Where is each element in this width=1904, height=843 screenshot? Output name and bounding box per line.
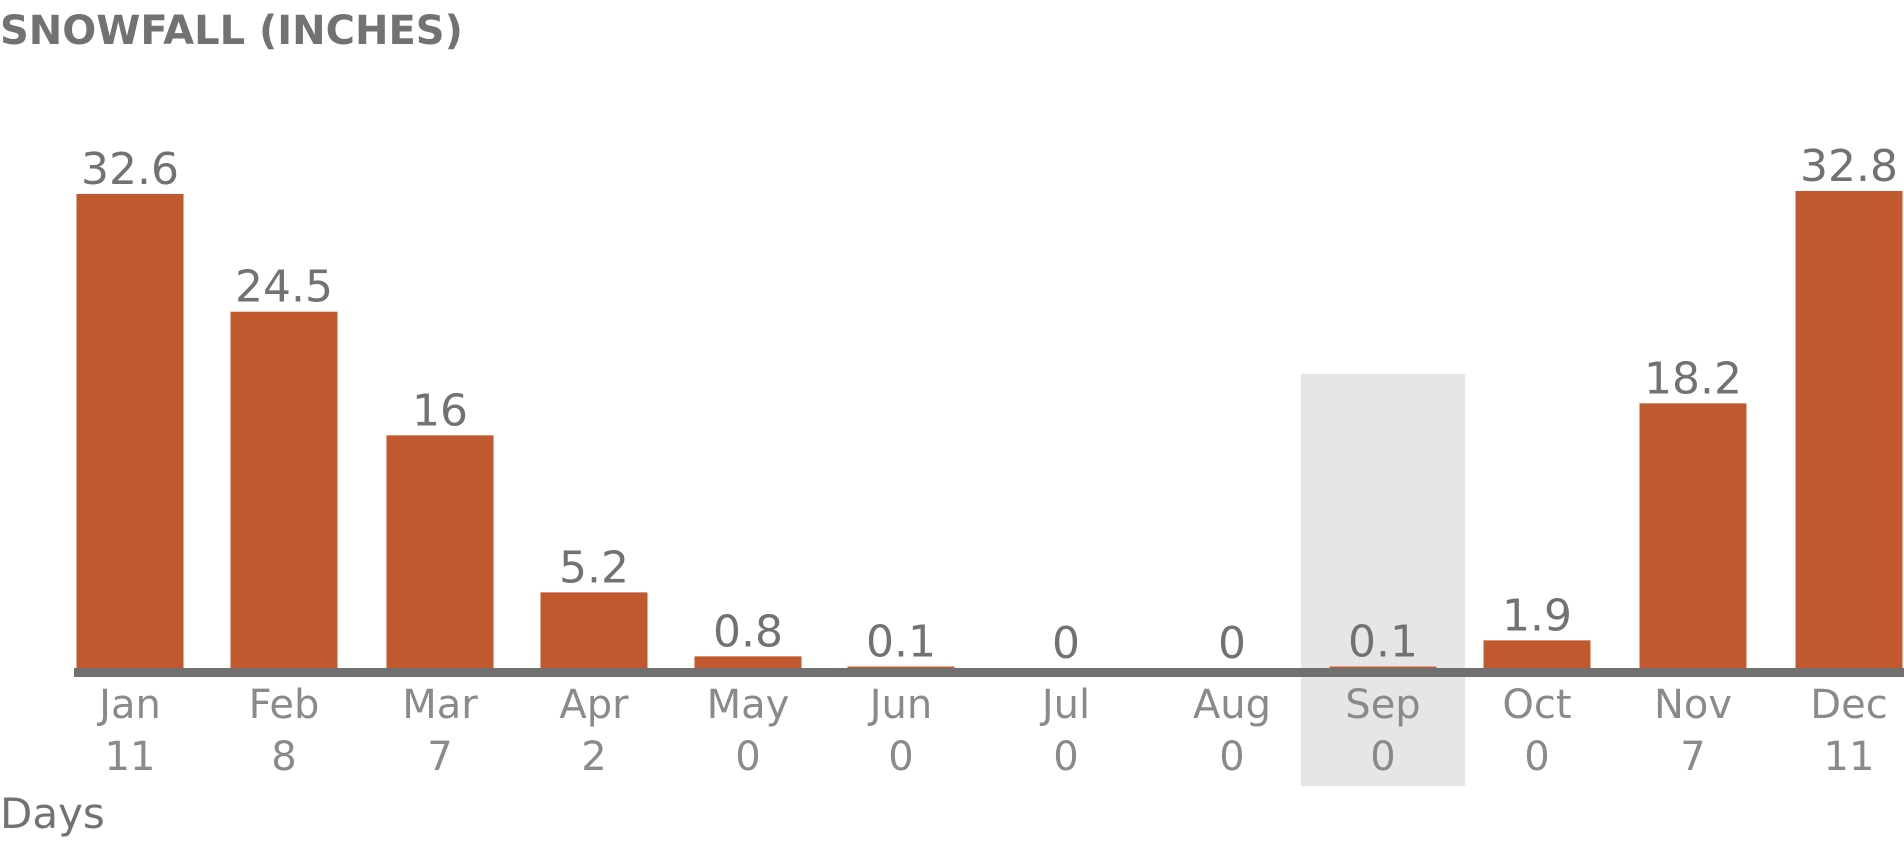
category-label-apr: Apr: [559, 682, 629, 728]
bar-feb: [230, 311, 338, 669]
days-label-aug: 0: [1219, 734, 1244, 780]
days-row-label: Days: [0, 789, 105, 838]
value-label-oct: 1.9: [1502, 590, 1572, 641]
bar-apr: [540, 592, 648, 669]
category-label-dec: Dec: [1810, 682, 1887, 728]
days-label-mar: 7: [427, 734, 452, 780]
days-label-jul: 0: [1053, 734, 1078, 780]
category-label-jun: Jun: [867, 682, 933, 728]
value-label-aug: 0: [1218, 618, 1246, 669]
days-label-jan: 11: [105, 734, 156, 780]
highlight-band-sep: [1301, 374, 1465, 786]
chart-title: SNOWFALL (INCHES): [0, 8, 463, 54]
value-label-jun: 0.1: [866, 617, 936, 668]
bars-layer: [76, 191, 1903, 669]
days-label-nov: 7: [1680, 734, 1705, 780]
labels-layer: 32.6 Jan 11 24.5 Feb 8 16 Mar 7 5.2 Apr 2 0.8 May 0 0.1…: [81, 141, 1898, 780]
bar-dec: [1795, 191, 1903, 669]
category-label-feb: Feb: [249, 682, 320, 728]
category-label-jan: Jan: [96, 682, 161, 728]
bar-jun: [847, 666, 955, 669]
days-label-jun: 0: [888, 734, 913, 780]
value-label-may: 0.8: [713, 606, 783, 657]
value-label-apr: 5.2: [559, 542, 629, 593]
category-label-nov: Nov: [1654, 682, 1732, 728]
days-label-may: 0: [735, 734, 760, 780]
category-label-may: May: [707, 682, 790, 728]
category-label-aug: Aug: [1193, 682, 1271, 728]
value-label-nov: 18.2: [1644, 353, 1742, 404]
value-label-mar: 16: [412, 385, 468, 436]
baseline-axis: [74, 668, 1904, 677]
days-label-apr: 2: [581, 734, 606, 780]
bar-oct: [1483, 640, 1591, 669]
category-label-oct: Oct: [1502, 682, 1571, 728]
bar-nov: [1639, 403, 1747, 669]
category-label-jul: Jul: [1039, 682, 1090, 728]
value-label-sep: 0.1: [1348, 617, 1418, 668]
days-label-feb: 8: [271, 734, 296, 780]
category-label-mar: Mar: [402, 682, 478, 728]
bar-sep: [1329, 666, 1437, 669]
bar-jan: [76, 193, 184, 669]
value-label-jul: 0: [1052, 618, 1080, 669]
value-label-feb: 24.5: [235, 262, 333, 313]
category-label-sep: Sep: [1345, 682, 1420, 728]
highlight-layer: [1301, 374, 1465, 786]
value-label-dec: 32.8: [1800, 141, 1898, 192]
days-label-oct: 0: [1524, 734, 1549, 780]
value-label-jan: 32.6: [81, 144, 179, 195]
bar-may: [694, 656, 802, 669]
days-label-dec: 11: [1824, 734, 1875, 780]
days-label-sep: 0: [1370, 734, 1395, 780]
bar-mar: [386, 435, 494, 669]
